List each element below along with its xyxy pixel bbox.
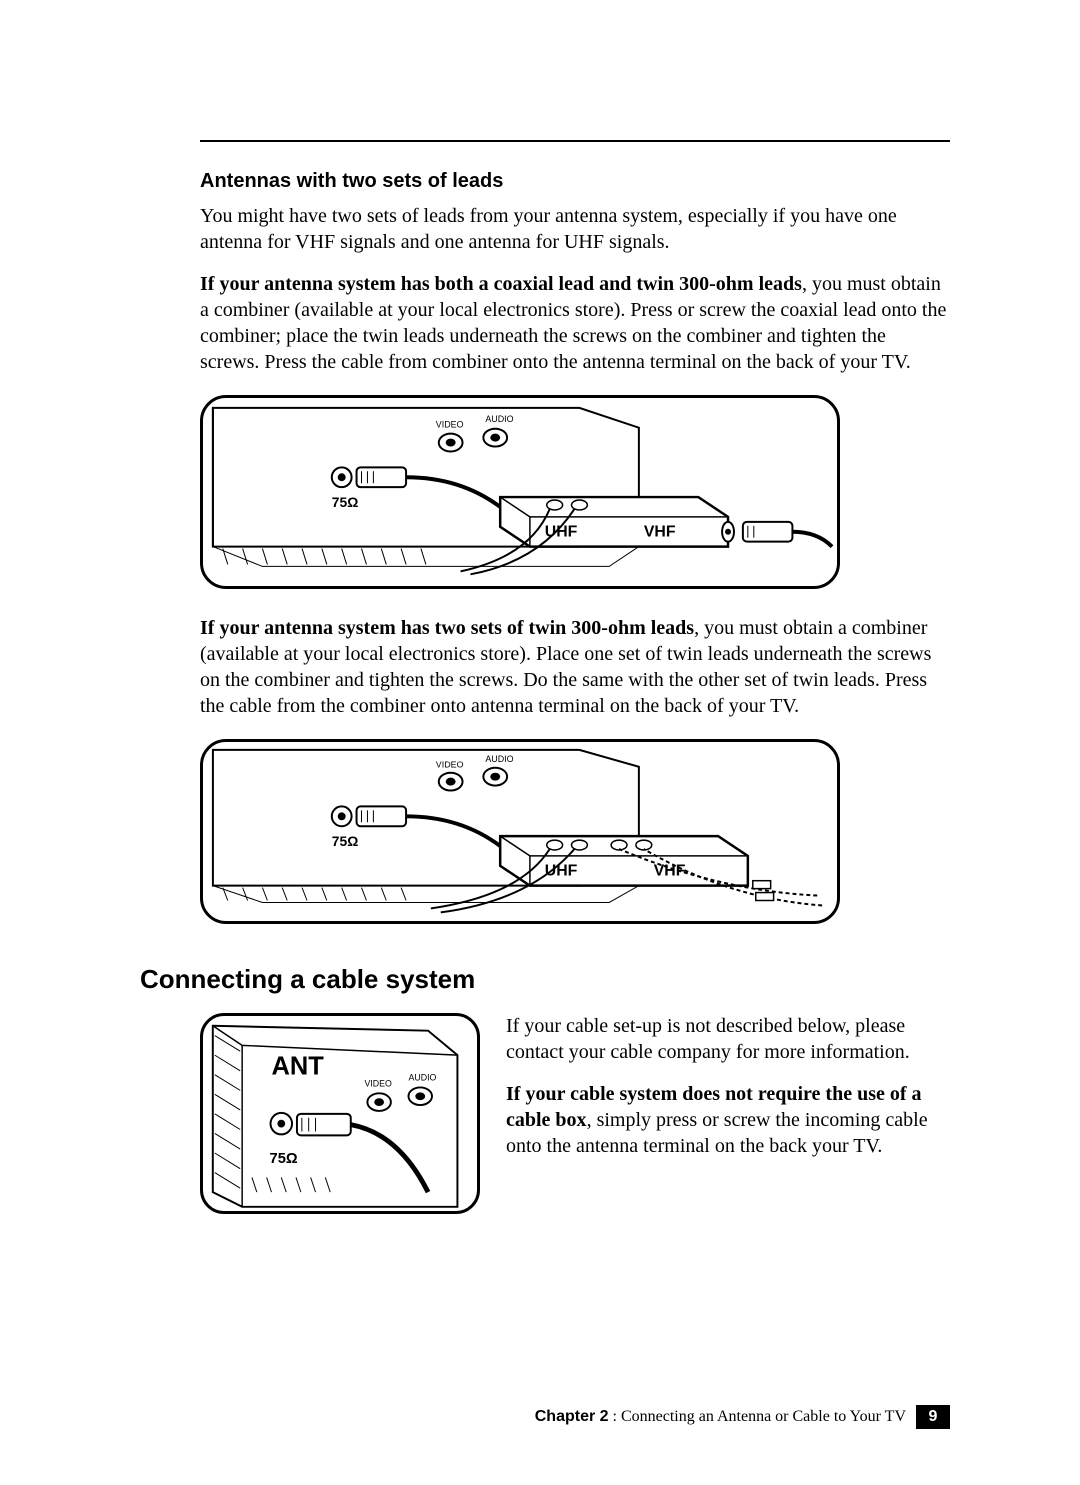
paragraph-coax-twin: If your antenna system has both a coaxia… [200,271,950,375]
ant-label: ANT [272,1052,325,1080]
page-content: Antennas with two sets of leads You migh… [0,0,1080,1274]
audio-label: AUDIO [485,754,513,764]
paragraph-two-twin: If your antenna system has two sets of t… [200,615,950,719]
top-rule [200,140,950,142]
intro-paragraph: You might have two sets of leads from yo… [200,203,950,255]
combiner-box: UHF VHF [500,497,734,547]
ohm-label: 75Ω [332,494,359,510]
ohm-label: 75Ω [270,1150,298,1166]
cable-no-box: If your cable system does not require th… [506,1081,950,1159]
vhf-label: VHF [644,524,676,541]
chapter-title: Connecting an Antenna or Cable to Your T… [621,1408,906,1425]
audio-label: AUDIO [485,414,513,424]
figure-combiner-two-twin: 75Ω VIDEO AUDIO UHF VHF [200,739,840,923]
page-number: 9 [916,1405,950,1429]
footer-separator: : [609,1408,621,1425]
video-label: VIDEO [364,1078,392,1088]
ant-diagram-svg: ANT VIDEO AUDIO 75Ω [203,1016,477,1212]
section-heading-cable: Connecting a cable system [140,964,950,995]
bold-run: If your antenna system has two sets of t… [200,617,694,639]
figure-combiner-coax-twin: 75Ω VIDEO AUDIO UHF VHF [200,395,840,589]
chapter-label: Chapter 2 [535,1408,609,1425]
combiner-diagram-2-svg: 75Ω VIDEO AUDIO UHF VHF [203,742,837,920]
page-footer: Chapter 2 : Connecting an Antenna or Cab… [535,1405,950,1429]
cable-intro: If your cable set-up is not described be… [506,1013,950,1065]
subheading-antennas: Antennas with two sets of leads [200,170,950,193]
combiner-diagram-1-svg: 75Ω VIDEO AUDIO UHF VHF [203,398,837,586]
audio-label: AUDIO [408,1072,436,1082]
cable-text-column: If your cable set-up is not described be… [506,1013,950,1175]
cable-two-column: ANT VIDEO AUDIO 75Ω If your cable set-up… [200,1013,950,1215]
video-label: VIDEO [436,420,464,430]
bold-run: If your antenna system has both a coaxia… [200,273,802,295]
figure-cable-ant: ANT VIDEO AUDIO 75Ω [200,1013,480,1215]
ohm-label: 75Ω [332,833,359,849]
video-label: VIDEO [436,760,464,770]
